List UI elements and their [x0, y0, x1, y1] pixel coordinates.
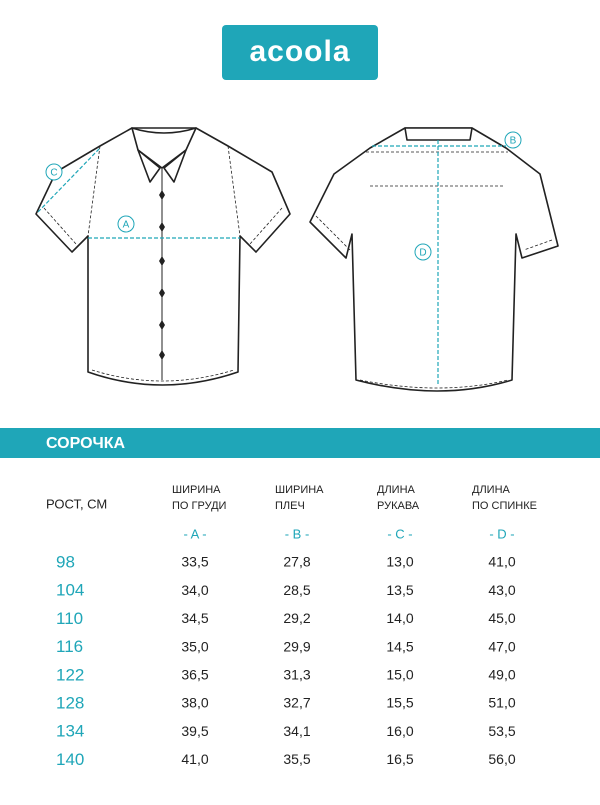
- size-value: 28,5: [283, 582, 310, 598]
- size-value: 15,5: [386, 695, 413, 711]
- size-value: 41,0: [488, 554, 515, 570]
- back-shirt: [309, 127, 559, 392]
- height-value: 140: [56, 750, 84, 769]
- size-value: 35,5: [283, 751, 310, 767]
- logo: acoola: [249, 35, 350, 68]
- size-value: 34,1: [283, 723, 310, 739]
- size-value: 36,5: [181, 667, 208, 683]
- logo-box: [222, 25, 378, 80]
- size-value: 29,2: [283, 610, 310, 626]
- front-shirt: [35, 127, 291, 386]
- size-value: 39,5: [181, 723, 208, 739]
- column-code: - B -: [285, 526, 310, 541]
- size-value: 53,5: [488, 723, 515, 739]
- size-value: 41,0: [181, 751, 208, 767]
- size-value: 56,0: [488, 751, 515, 767]
- size-value: 34,0: [181, 582, 208, 598]
- column-name: ПО ГРУДИ: [172, 500, 226, 512]
- size-value: 32,7: [283, 695, 310, 711]
- column-name: ШИРИНА: [275, 484, 324, 496]
- size-value: 14,5: [386, 638, 413, 654]
- column-name: РУКАВА: [377, 500, 420, 512]
- label-d: D: [419, 248, 426, 259]
- height-value: 104: [56, 581, 84, 600]
- column-code: - D -: [489, 526, 514, 541]
- size-value: 16,5: [386, 751, 413, 767]
- height-value: 116: [56, 637, 83, 656]
- size-value: 33,5: [181, 554, 208, 570]
- size-table: ШИРИНА ПО ГРУДИ - A - ШИРИНА ПЛЕЧ - B - ДЛИНА Р…: [56, 484, 537, 769]
- size-value: 29,9: [283, 638, 310, 654]
- size-value: 34,5: [181, 610, 208, 626]
- height-value: 110: [56, 609, 83, 628]
- size-value: 27,8: [283, 554, 310, 570]
- height-value: 134: [56, 722, 84, 741]
- column-name: ДЛИНА: [472, 484, 511, 496]
- label-b: B: [510, 136, 517, 147]
- size-value: 47,0: [488, 638, 515, 654]
- height-value: 98: [56, 552, 75, 571]
- column-name: ДЛИНА: [377, 484, 416, 496]
- size-value: 43,0: [488, 582, 515, 598]
- column-code: - C -: [387, 526, 412, 541]
- row-header: РОСТ, СМ: [46, 496, 107, 511]
- banner-title: СОРОЧКА: [46, 435, 126, 452]
- size-value: 14,0: [386, 610, 413, 626]
- column-code: - A -: [183, 526, 206, 541]
- height-value: 122: [56, 665, 84, 684]
- size-value: 51,0: [488, 695, 515, 711]
- measurements: A B C D: [37, 131, 522, 386]
- size-value: 49,0: [488, 667, 515, 683]
- height-value: 128: [56, 693, 84, 712]
- column-name: ШИРИНА: [172, 484, 221, 496]
- column-name: ПЛЕЧ: [275, 500, 305, 512]
- size-value: 35,0: [181, 638, 208, 654]
- size-value: 13,0: [386, 554, 413, 570]
- label-a: A: [123, 220, 130, 231]
- size-value: 15,0: [386, 667, 413, 683]
- size-value: 45,0: [488, 610, 515, 626]
- size-value: 38,0: [181, 695, 208, 711]
- banner: [0, 428, 600, 458]
- label-c: C: [50, 168, 57, 179]
- size-value: 16,0: [386, 723, 413, 739]
- size-value: 13,5: [386, 582, 413, 598]
- column-name: ПО СПИНКЕ: [472, 500, 537, 512]
- size-value: 31,3: [283, 667, 310, 683]
